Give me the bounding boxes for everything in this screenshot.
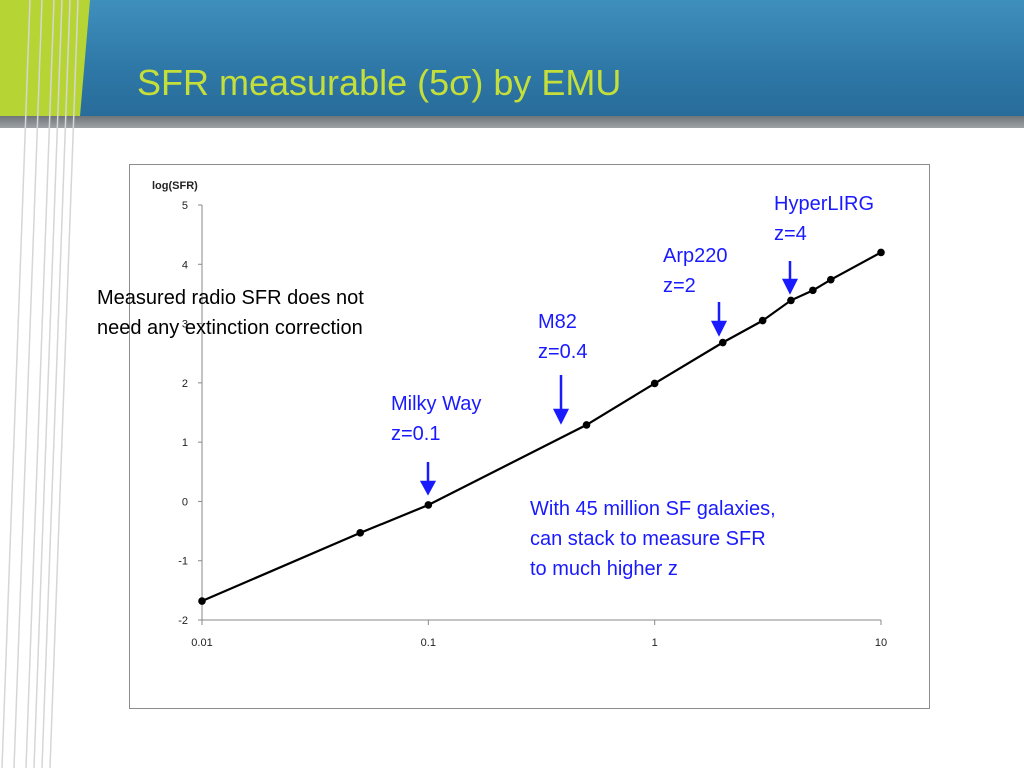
y-tick-label: 0: [182, 496, 188, 508]
data-point: [826, 275, 835, 284]
milky-way-label: Milky Way z=0.1: [391, 389, 481, 449]
x-tick-label: 1: [652, 637, 658, 649]
data-point: [718, 338, 727, 347]
slide-title: SFR measurable (5σ) by EMU: [137, 62, 622, 103]
data-point: [198, 597, 206, 605]
extinction-note: Measured radio SFR does not need any ext…: [97, 283, 364, 343]
header-band: [0, 0, 1024, 116]
arp220-label: Arp220 z=2: [663, 241, 728, 301]
stacking-note-line2: can stack to measure SFR: [530, 528, 766, 550]
extinction-note-line2: need any extinction correction: [97, 317, 363, 339]
data-point: [787, 296, 795, 305]
x-tick-label: 0.1: [421, 637, 436, 649]
m82-name: M82: [538, 311, 577, 333]
data-point: [877, 248, 885, 257]
header-rule: [0, 116, 1024, 128]
hyperlirg-redshift: z=4: [774, 223, 807, 245]
milky-way-redshift: z=0.1: [391, 423, 441, 445]
y-ticks: -2 -1 0 1 2 3 4 5: [178, 200, 202, 627]
extinction-note-line1: Measured radio SFR does not: [97, 287, 364, 309]
data-point: [809, 286, 817, 295]
arp220-name: Arp220: [663, 245, 728, 267]
hyperlirg-name: HyperLIRG: [774, 193, 875, 215]
y-tick-label: -1: [178, 556, 188, 568]
y-axis-title: log(SFR): [152, 180, 198, 192]
arp220-arrow-icon: [710, 302, 728, 337]
stacking-note: With 45 million SF galaxies, can stack t…: [530, 494, 776, 584]
hyperlirg-label: HyperLIRG z=4: [774, 189, 874, 249]
data-point: [650, 379, 659, 388]
data-point: [758, 316, 767, 325]
hyperlirg-arrow-icon: [781, 261, 799, 295]
data-point: [424, 501, 433, 509]
stacking-note-line1: With 45 million SF galaxies,: [530, 498, 776, 520]
chart-frame: [129, 164, 930, 709]
series-points: [198, 248, 885, 605]
m82-label: M82 z=0.4: [538, 307, 587, 367]
milky-way-name: Milky Way: [391, 393, 482, 415]
arp220-redshift: z=2: [663, 275, 696, 297]
m82-arrow-icon: [552, 375, 570, 425]
y-tick-label: 3: [182, 319, 188, 331]
x-tick-label: 0.01: [191, 637, 212, 649]
milky-way-arrow-icon: [419, 462, 437, 496]
y-tick-label: 5: [182, 200, 188, 212]
m82-redshift: z=0.4: [538, 341, 588, 363]
y-tick-label: -2: [178, 615, 188, 627]
data-point: [582, 421, 591, 429]
y-tick-label: 4: [182, 259, 188, 271]
left-decoration: [0, 0, 90, 768]
y-tick-label: 2: [182, 378, 188, 390]
y-tick-label: 1: [182, 437, 188, 449]
stacking-note-line3: to much higher z: [530, 558, 678, 580]
data-point: [356, 529, 365, 537]
x-ticks: 0.01 0.1 1 10: [191, 620, 887, 649]
x-tick-label: 10: [875, 637, 887, 649]
